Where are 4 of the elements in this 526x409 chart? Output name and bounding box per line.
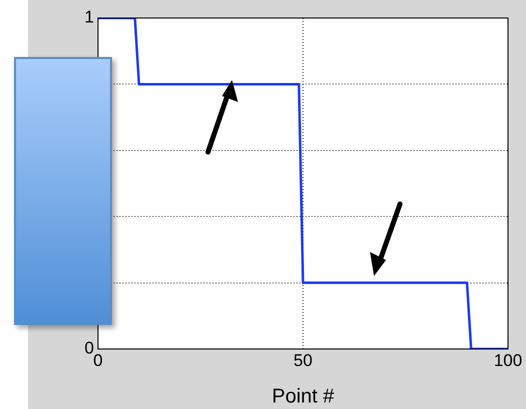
x-tick-label: 100 <box>494 350 522 370</box>
y-tick-label: 1 <box>84 8 94 27</box>
x-tick-label: 50 <box>294 350 312 370</box>
x-axis-title: Point # <box>272 386 336 408</box>
